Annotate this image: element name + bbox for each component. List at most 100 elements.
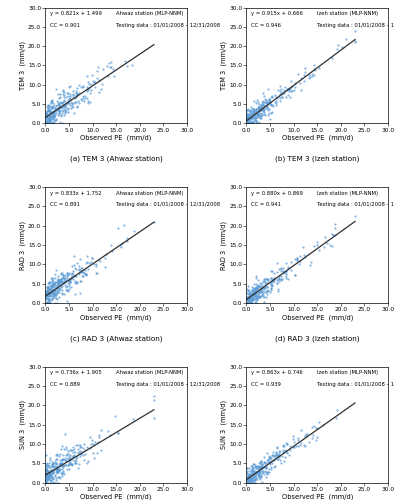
Point: [245, 113, 251, 121]
Point: [85, 97, 91, 105]
Point: [352, 28, 358, 36]
Point: [62, 277, 68, 285]
Point: [295, 434, 301, 442]
Point: [245, 472, 251, 480]
Point: [54, 282, 60, 290]
Point: [69, 272, 75, 280]
Point: [78, 450, 84, 458]
Point: [48, 294, 55, 302]
Point: [58, 278, 64, 286]
Point: [249, 296, 256, 304]
Point: [250, 290, 256, 298]
Point: [260, 92, 267, 100]
Point: [51, 278, 58, 286]
Point: [44, 120, 50, 128]
Point: [48, 103, 54, 111]
Point: [265, 276, 271, 284]
Point: [250, 478, 256, 486]
Point: [44, 290, 50, 298]
Point: [247, 292, 253, 300]
Point: [49, 285, 55, 293]
Point: [244, 115, 251, 123]
Point: [49, 459, 56, 467]
Point: [252, 298, 258, 306]
Point: [250, 466, 256, 474]
Point: [260, 277, 266, 285]
Point: [78, 442, 84, 450]
Point: [57, 459, 63, 467]
Point: [282, 258, 289, 266]
Point: [54, 284, 60, 292]
Point: [249, 113, 256, 121]
Point: [45, 294, 51, 302]
Point: [71, 108, 77, 116]
Point: [256, 290, 262, 298]
Point: [72, 93, 79, 101]
Point: [73, 98, 79, 106]
Y-axis label: RAD 3  (mm/d): RAD 3 (mm/d): [19, 220, 26, 270]
Point: [273, 97, 279, 105]
Point: [58, 278, 64, 285]
Point: [276, 452, 282, 460]
Point: [254, 282, 260, 290]
Point: [50, 111, 56, 119]
Point: [66, 92, 72, 100]
Point: [253, 287, 260, 295]
Point: [43, 295, 49, 303]
Point: [45, 110, 52, 118]
Point: [260, 98, 267, 106]
Point: [261, 285, 267, 293]
Point: [247, 108, 253, 116]
Point: [63, 274, 70, 282]
Point: [257, 458, 263, 466]
Point: [249, 474, 256, 482]
Point: [57, 466, 63, 473]
Point: [48, 472, 54, 480]
Point: [46, 470, 53, 478]
Point: [270, 278, 276, 285]
Point: [352, 38, 358, 46]
Point: [58, 460, 65, 468]
Point: [47, 471, 53, 479]
Point: [51, 108, 57, 116]
Point: [90, 454, 97, 462]
Point: [253, 299, 260, 307]
Point: [245, 472, 251, 480]
Point: [271, 462, 278, 470]
Point: [44, 468, 50, 475]
Point: [262, 98, 268, 106]
Point: [246, 474, 253, 482]
Point: [251, 478, 258, 486]
Point: [56, 452, 62, 460]
Point: [46, 471, 52, 479]
Point: [55, 464, 61, 472]
Point: [248, 297, 255, 305]
Point: [53, 466, 59, 474]
Point: [252, 284, 258, 292]
Point: [115, 224, 121, 232]
Point: [260, 284, 266, 292]
Point: [64, 89, 70, 97]
Point: [251, 460, 257, 468]
X-axis label: Observed PE  (mm/d): Observed PE (mm/d): [80, 494, 152, 500]
Point: [45, 120, 51, 128]
Point: [90, 440, 96, 448]
Point: [45, 292, 51, 300]
Point: [77, 278, 83, 285]
Point: [258, 106, 264, 114]
Point: [59, 98, 65, 106]
Point: [253, 289, 259, 297]
Point: [248, 466, 254, 473]
Point: [315, 418, 322, 426]
Point: [93, 262, 99, 270]
Point: [78, 83, 84, 91]
Point: [82, 270, 89, 278]
Point: [268, 274, 274, 282]
Point: [244, 285, 251, 293]
Point: [264, 287, 270, 295]
Point: [62, 456, 69, 464]
Point: [323, 239, 330, 247]
Point: [67, 276, 73, 284]
Point: [249, 112, 255, 120]
Point: [332, 224, 338, 232]
